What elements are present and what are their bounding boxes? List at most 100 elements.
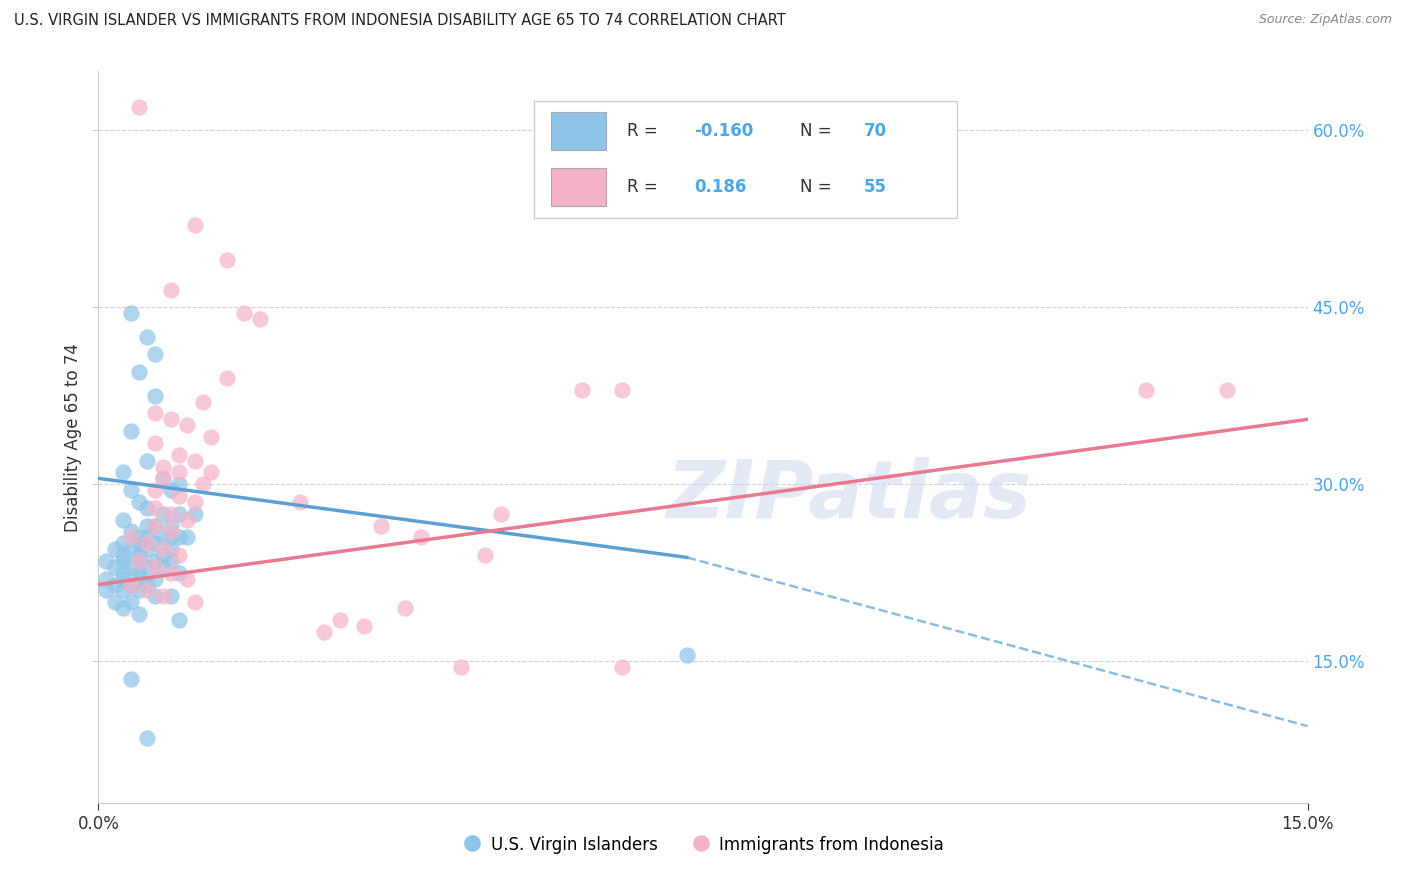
- Point: [232, 306, 254, 320]
- Point: [143, 554, 166, 568]
- Point: [167, 489, 190, 503]
- Point: [143, 590, 166, 604]
- Point: [152, 471, 174, 485]
- Point: [128, 536, 150, 550]
- Point: [103, 559, 125, 574]
- Point: [96, 554, 118, 568]
- Point: [143, 559, 166, 574]
- Point: [111, 572, 134, 586]
- Point: [135, 731, 157, 745]
- Point: [160, 483, 183, 498]
- Point: [167, 530, 190, 544]
- Point: [176, 513, 198, 527]
- Point: [96, 583, 118, 598]
- Point: [329, 613, 352, 627]
- Point: [160, 590, 183, 604]
- Point: [184, 507, 207, 521]
- Point: [135, 559, 157, 574]
- Point: [120, 524, 142, 539]
- Point: [353, 619, 375, 633]
- Point: [612, 383, 634, 397]
- Point: [314, 624, 336, 639]
- Point: [135, 500, 157, 515]
- Point: [128, 100, 150, 114]
- Point: [193, 394, 215, 409]
- Point: [143, 389, 166, 403]
- Point: [135, 536, 157, 550]
- Point: [120, 542, 142, 557]
- Point: [143, 483, 166, 498]
- Y-axis label: Disability Age 65 to 74: Disability Age 65 to 74: [63, 343, 82, 532]
- Point: [167, 477, 190, 491]
- Point: [676, 648, 699, 663]
- Point: [612, 660, 634, 674]
- Point: [120, 672, 142, 686]
- Point: [176, 572, 198, 586]
- Point: [111, 601, 134, 615]
- Point: [103, 542, 125, 557]
- Point: [111, 513, 134, 527]
- Point: [128, 495, 150, 509]
- Point: [184, 453, 207, 467]
- Point: [1135, 383, 1157, 397]
- Point: [143, 572, 166, 586]
- Point: [143, 536, 166, 550]
- Point: [152, 559, 174, 574]
- Point: [160, 507, 183, 521]
- Point: [111, 536, 134, 550]
- Point: [143, 407, 166, 421]
- Point: [120, 530, 142, 544]
- Point: [160, 524, 183, 539]
- Point: [152, 459, 174, 474]
- Point: [128, 365, 150, 379]
- Point: [152, 542, 174, 557]
- Point: [200, 430, 222, 444]
- Point: [143, 518, 166, 533]
- Point: [128, 566, 150, 580]
- Point: [128, 530, 150, 544]
- Point: [152, 507, 174, 521]
- Point: [120, 424, 142, 438]
- Point: [152, 471, 174, 485]
- Point: [135, 542, 157, 557]
- Point: [1216, 383, 1239, 397]
- Point: [450, 660, 472, 674]
- Point: [120, 595, 142, 609]
- Point: [167, 507, 190, 521]
- Point: [103, 577, 125, 591]
- Point: [160, 412, 183, 426]
- Point: [200, 466, 222, 480]
- Point: [135, 530, 157, 544]
- Point: [474, 548, 496, 562]
- Point: [143, 347, 166, 361]
- Point: [120, 559, 142, 574]
- Point: [160, 530, 183, 544]
- Point: [167, 466, 190, 480]
- Text: U.S. VIRGIN ISLANDER VS IMMIGRANTS FROM INDONESIA DISABILITY AGE 65 TO 74 CORREL: U.S. VIRGIN ISLANDER VS IMMIGRANTS FROM …: [14, 13, 786, 29]
- Point: [120, 306, 142, 320]
- Point: [160, 566, 183, 580]
- Point: [135, 577, 157, 591]
- Point: [217, 253, 239, 268]
- Point: [370, 518, 392, 533]
- Point: [152, 530, 174, 544]
- Point: [120, 577, 142, 591]
- Point: [128, 548, 150, 562]
- Point: [135, 583, 157, 598]
- Point: [160, 518, 183, 533]
- Point: [120, 483, 142, 498]
- Point: [128, 583, 150, 598]
- Point: [160, 283, 183, 297]
- Legend: U.S. Virgin Islanders, Immigrants from Indonesia: U.S. Virgin Islanders, Immigrants from I…: [456, 829, 950, 860]
- Point: [184, 218, 207, 232]
- Point: [143, 500, 166, 515]
- Point: [491, 507, 513, 521]
- Point: [409, 530, 432, 544]
- Point: [135, 453, 157, 467]
- Text: Source: ZipAtlas.com: Source: ZipAtlas.com: [1258, 13, 1392, 27]
- Point: [160, 554, 183, 568]
- Point: [120, 577, 142, 591]
- Point: [111, 466, 134, 480]
- Point: [217, 371, 239, 385]
- Point: [167, 448, 190, 462]
